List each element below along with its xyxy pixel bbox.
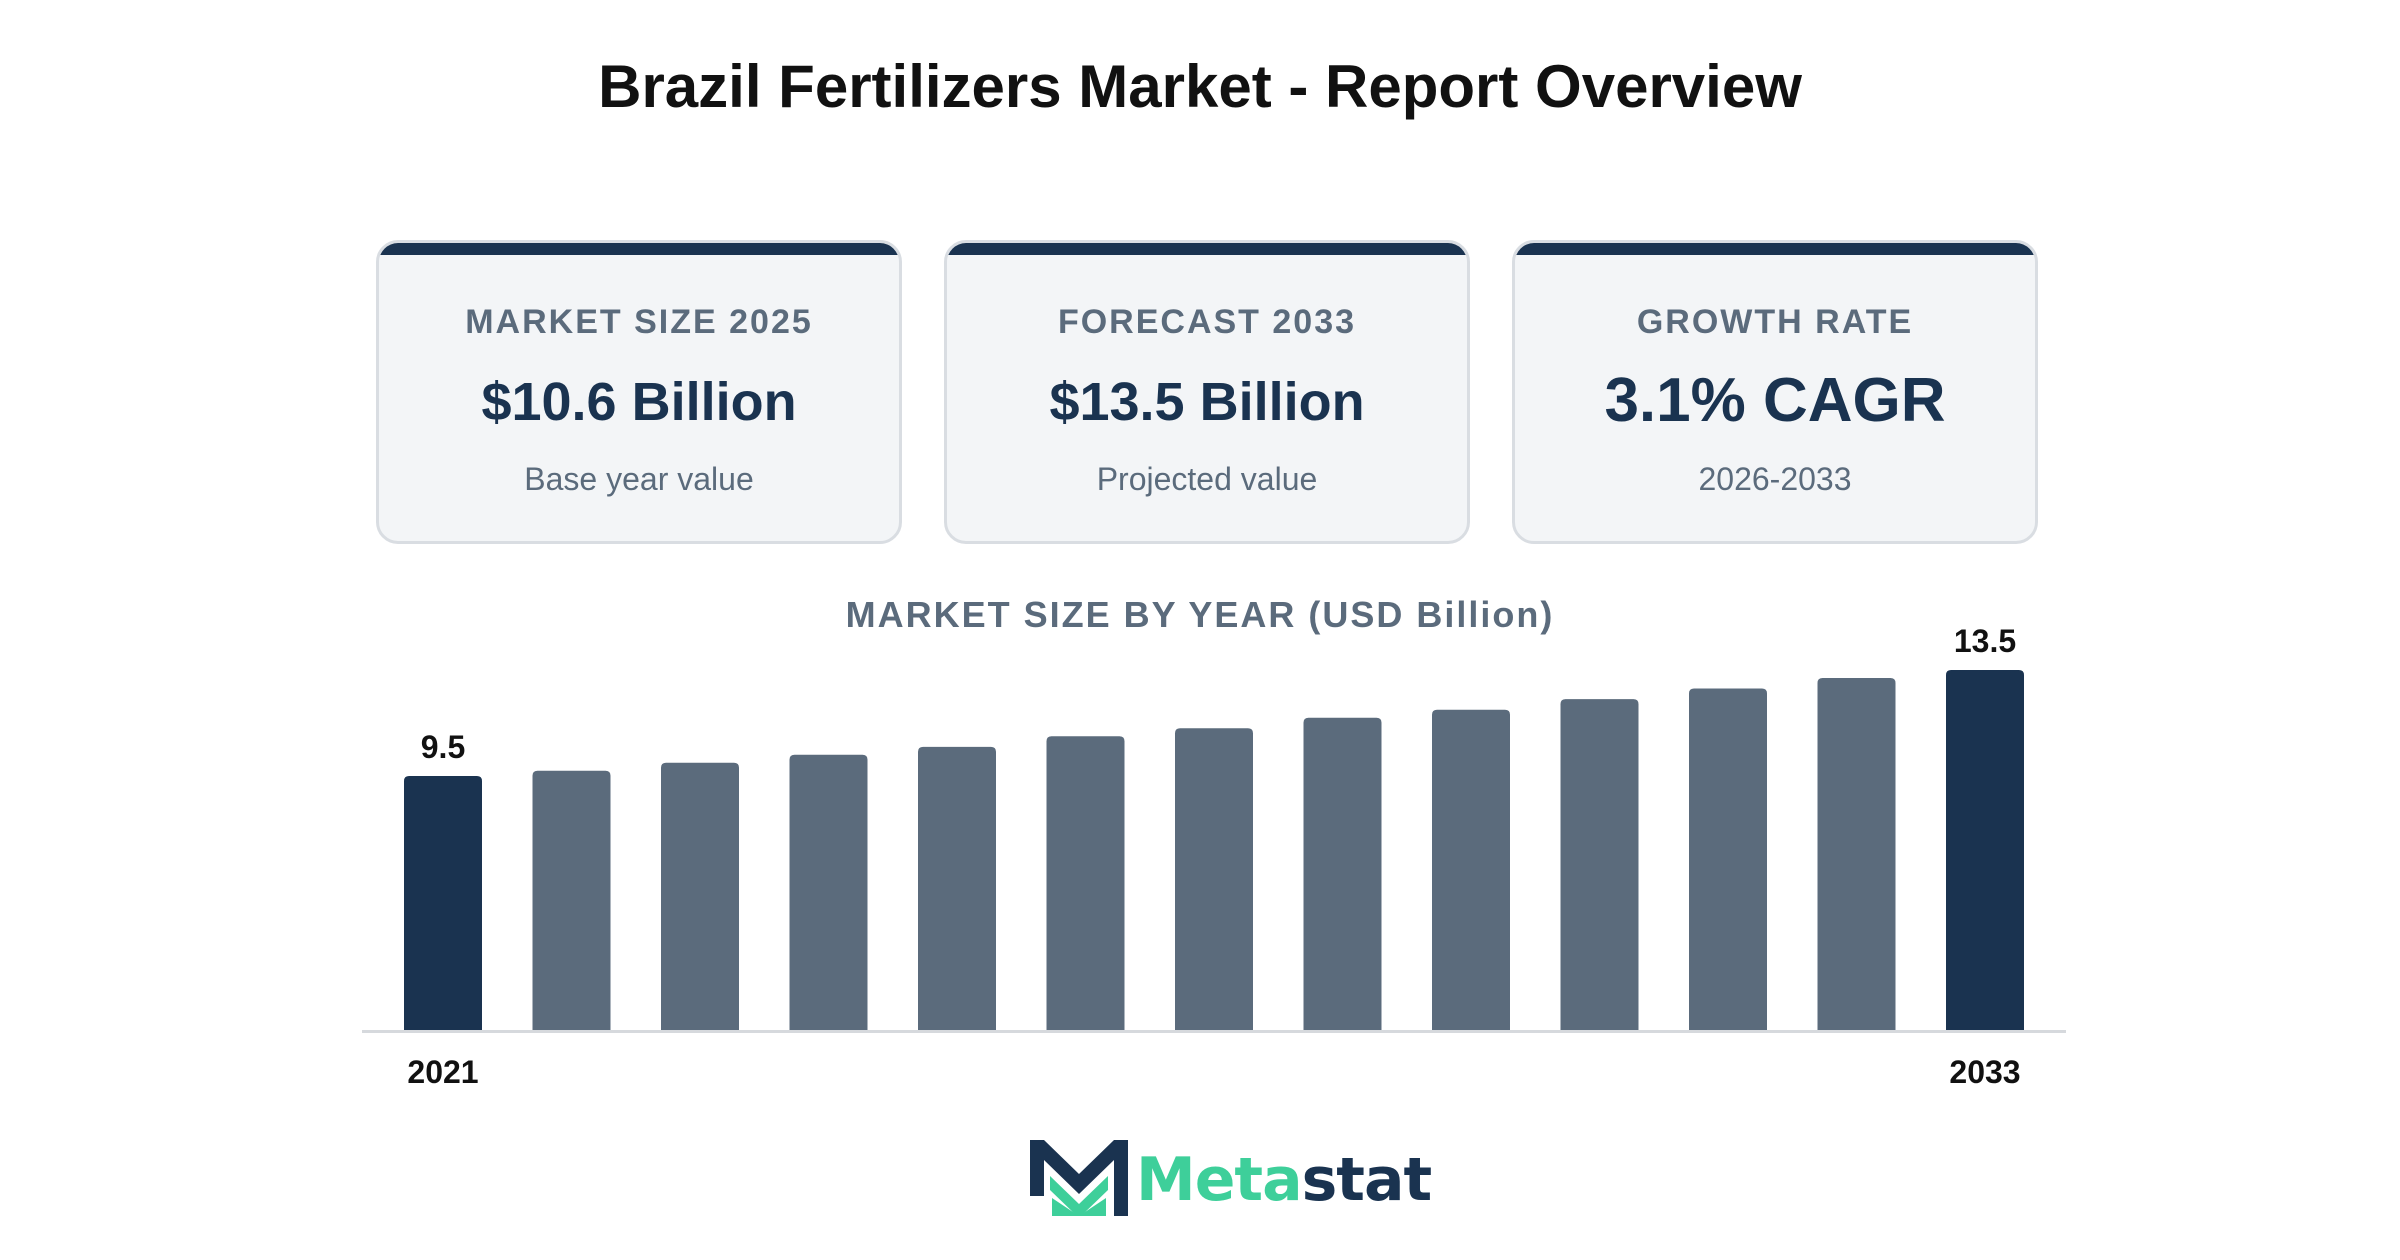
- page-title: Brazil Fertilizers Market - Report Overv…: [598, 53, 1802, 120]
- card-value: $13.5 Billion: [1049, 372, 1365, 432]
- data-label-2033: 13.5: [1954, 623, 2016, 659]
- metastat-logo: Metastat: [1030, 1140, 1432, 1220]
- card-label: MARKET SIZE 2025: [465, 303, 813, 341]
- card-subtitle: Projected value: [1096, 461, 1318, 497]
- card-accent-bar: [1515, 243, 2035, 255]
- logo-text-meta: Meta: [1136, 1145, 1303, 1215]
- bar-2027: [1175, 728, 1253, 1030]
- card-label: GROWTH RATE: [1636, 303, 1914, 341]
- card-accent-bar: [379, 243, 899, 255]
- bar-2033: [1946, 670, 2024, 1030]
- card-accent-bar: [947, 243, 1467, 255]
- card-value: 3.1% CAGR: [1604, 366, 1946, 435]
- metastat-logo-icon: [1030, 1140, 1128, 1216]
- bar-2028: [1303, 717, 1382, 1030]
- forecast-card: FORECAST 2033 $13.5 Billion Projected va…: [944, 240, 1470, 544]
- bar-2022: [532, 770, 611, 1030]
- bar-2026: [1046, 736, 1125, 1030]
- x-tick-label-2033: 2033: [1949, 1054, 2020, 1090]
- bar-2031: [1689, 688, 1767, 1030]
- bar-2024: [789, 754, 868, 1030]
- x-tick-label-2021: 2021: [407, 1054, 478, 1090]
- bar-2032: [1817, 677, 1896, 1030]
- bar-chart: 9.5 2021 13.5 2033: [362, 623, 2066, 1090]
- card-value: $10.6 Billion: [481, 372, 797, 432]
- bar-2021: [404, 776, 482, 1030]
- metastat-logo-text: Metastat: [1136, 1144, 1433, 1216]
- chart-title: MARKET SIZE BY YEAR (USD Billion): [845, 594, 1555, 635]
- card-subtitle: 2026-2033: [1698, 461, 1852, 497]
- bar-2023: [661, 762, 739, 1030]
- logo-text-stat: stat: [1301, 1145, 1433, 1215]
- card-label: FORECAST 2033: [1057, 303, 1357, 341]
- growth-rate-card: GROWTH RATE 3.1% CAGR 2026-2033: [1512, 240, 2038, 544]
- bar-2025: [918, 746, 996, 1030]
- bar-2030: [1560, 699, 1639, 1030]
- data-label-2021: 9.5: [421, 729, 465, 765]
- bar-2029: [1432, 709, 1510, 1030]
- market-size-card: MARKET SIZE 2025 $10.6 Billion Base year…: [376, 240, 902, 544]
- card-subtitle: Base year value: [524, 461, 754, 497]
